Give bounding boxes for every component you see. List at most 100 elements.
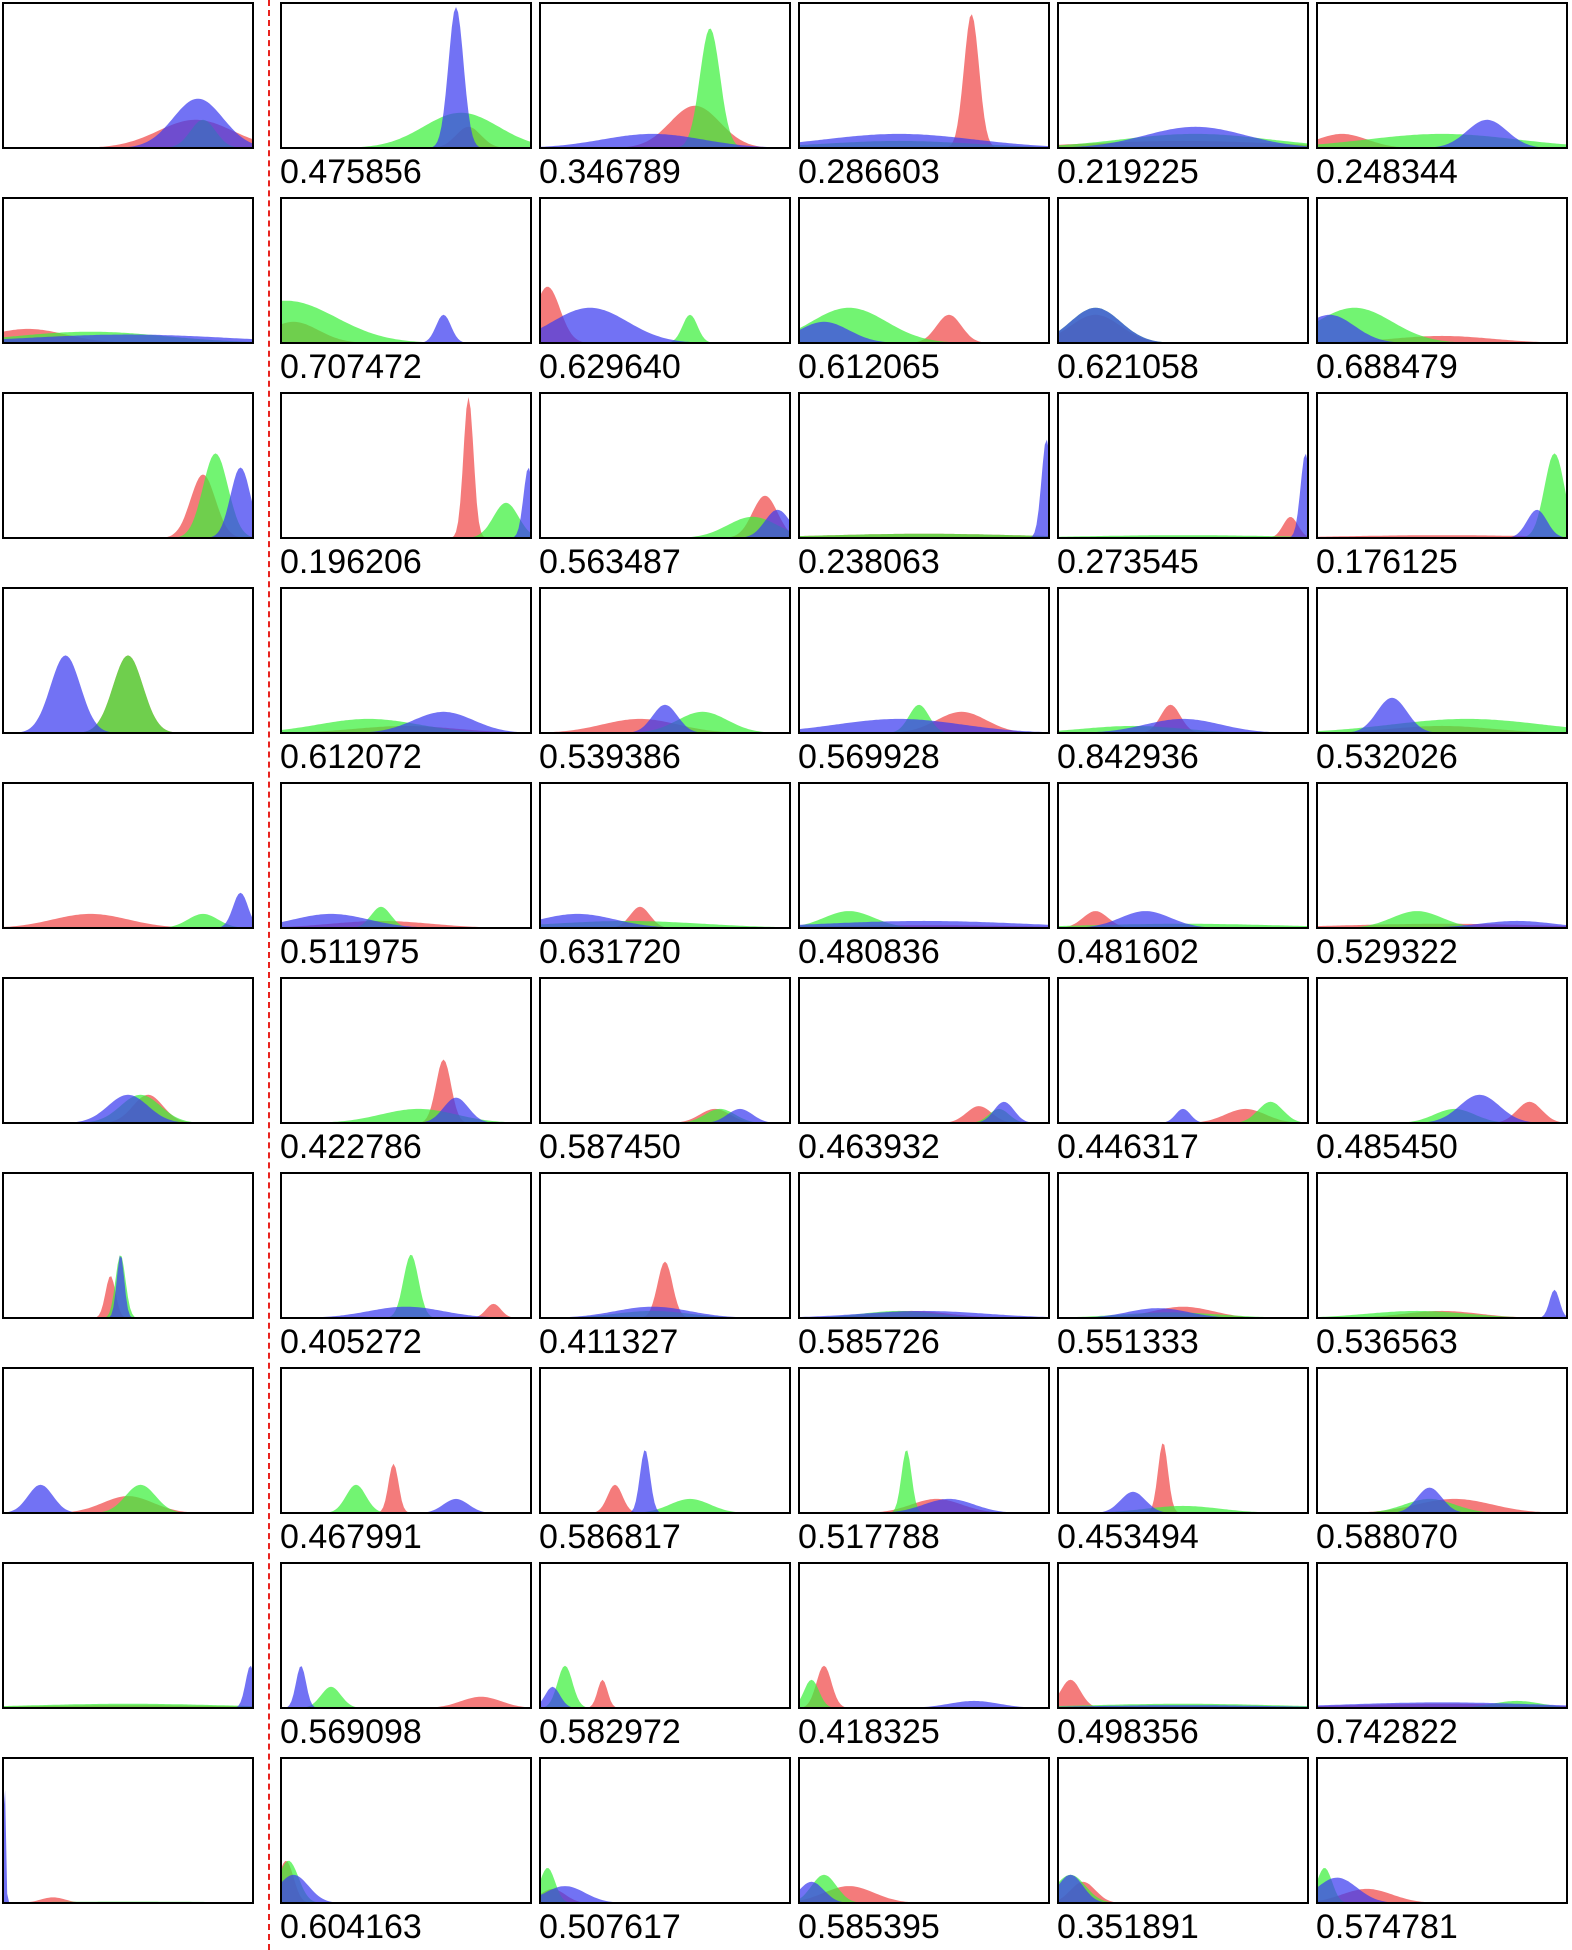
similarity-score: 0.688479: [1316, 348, 1458, 386]
similarity-score: 0.604163: [280, 1908, 422, 1946]
panel-frame: [798, 1367, 1050, 1514]
similarity-score: 0.196206: [280, 543, 422, 581]
blue-channel-area: [799, 1881, 1049, 1903]
query-histogram: [2, 1757, 254, 1904]
similarity-score: 0.248344: [1316, 153, 1458, 191]
match-histogram: [1057, 197, 1309, 344]
blue-channel-area: [799, 133, 1049, 148]
similarity-score: 0.405272: [280, 1323, 422, 1361]
similarity-score: 0.511975: [280, 933, 420, 971]
blue-channel-area: [1317, 1487, 1567, 1513]
panel-frame: [280, 392, 532, 539]
similarity-score: 0.498356: [1057, 1713, 1199, 1751]
panel-frame: [1316, 2, 1568, 149]
panel-frame: [1316, 1367, 1568, 1514]
green-channel-area: [1317, 307, 1567, 343]
similarity-score: 0.539386: [539, 738, 681, 776]
similarity-score: 0.463932: [798, 1128, 940, 1166]
match-histogram: [1316, 977, 1568, 1124]
panel-frame: [539, 1367, 791, 1514]
red-channel-area: [799, 1665, 1049, 1708]
blue-channel-area: [281, 1306, 531, 1318]
match-histogram: [280, 1172, 532, 1319]
blue-channel-area: [1058, 1491, 1308, 1513]
green-channel-area: [3, 1255, 253, 1318]
blue-channel-area: [3, 1665, 253, 1708]
panel-frame: [2, 392, 254, 539]
match-histogram: [1316, 197, 1568, 344]
similarity-score: 0.569098: [280, 1713, 422, 1751]
blue-channel-area: [1317, 697, 1567, 733]
match-histogram: [1316, 1367, 1568, 1514]
match-histogram: [798, 392, 1050, 539]
similarity-score: 0.529322: [1316, 933, 1458, 971]
panel-frame: [1057, 1367, 1309, 1514]
green-channel-area: [3, 1703, 253, 1708]
panel-frame: [1057, 1562, 1309, 1709]
blue-channel-area: [281, 1874, 531, 1903]
blue-channel-area: [1317, 920, 1567, 928]
panel-frame: [1316, 977, 1568, 1124]
query-histogram: [2, 1367, 254, 1514]
blue-channel-area: [799, 1310, 1049, 1318]
panel-frame: [280, 977, 532, 1124]
panel-frame: [1057, 782, 1309, 929]
red-channel-area: [540, 1261, 790, 1318]
blue-channel-area: [1317, 1094, 1567, 1123]
panel-frame: [539, 782, 791, 929]
red-channel-area: [3, 913, 253, 928]
green-channel-area: [1058, 1505, 1308, 1513]
query-histogram: [2, 2, 254, 149]
query-histogram: [2, 782, 254, 929]
match-histogram: [1316, 392, 1568, 539]
panel-frame: [2, 2, 254, 149]
green-channel-area: [1058, 1101, 1308, 1123]
green-channel-area: [281, 300, 531, 343]
panel-frame: [1316, 197, 1568, 344]
similarity-score: 0.563487: [539, 543, 681, 581]
similarity-score: 0.351891: [1057, 1908, 1199, 1946]
match-histogram: [539, 1757, 791, 1904]
match-histogram: [539, 1172, 791, 1319]
match-histogram: [280, 197, 532, 344]
red-channel-area: [281, 1463, 531, 1513]
red-channel-area: [1058, 1443, 1308, 1513]
blue-channel-area: [281, 1666, 531, 1708]
panel-frame: [280, 1757, 532, 1904]
similarity-score: 0.585395: [798, 1908, 940, 1946]
green-channel-area: [1317, 1310, 1567, 1318]
panel-frame: [798, 587, 1050, 734]
similarity-score: 0.742822: [1316, 1713, 1458, 1751]
match-histogram: [539, 977, 791, 1124]
blue-channel-area: [1058, 453, 1308, 538]
blue-channel-area: [281, 913, 531, 928]
panel-frame: [798, 1172, 1050, 1319]
red-channel-area: [799, 1886, 1049, 1903]
query-histogram: [2, 1562, 254, 1709]
green-channel-area: [799, 533, 1049, 538]
panel-frame: [539, 197, 791, 344]
match-histogram: [539, 1367, 791, 1514]
match-histogram: [280, 587, 532, 734]
blue-channel-area: [3, 98, 253, 148]
query-divider-line: [268, 0, 270, 1950]
panel-frame: [1057, 1757, 1309, 1904]
panel-frame: [539, 1172, 791, 1319]
blue-channel-area: [3, 467, 253, 538]
panel-frame: [1316, 587, 1568, 734]
panel-frame: [798, 197, 1050, 344]
match-histogram: [1057, 587, 1309, 734]
blue-channel-area: [540, 1450, 790, 1513]
match-histogram: [798, 2, 1050, 149]
green-channel-area: [281, 1254, 531, 1318]
panel-frame: [1057, 1172, 1309, 1319]
green-channel-area: [281, 502, 531, 538]
panel-frame: [2, 977, 254, 1124]
blue-channel-area: [540, 1306, 790, 1318]
blue-channel-area: [1058, 1308, 1308, 1318]
panel-frame: [2, 1367, 254, 1514]
match-histogram: [1057, 782, 1309, 929]
match-histogram: [1316, 1172, 1568, 1319]
similarity-score: 0.176125: [1316, 543, 1458, 581]
